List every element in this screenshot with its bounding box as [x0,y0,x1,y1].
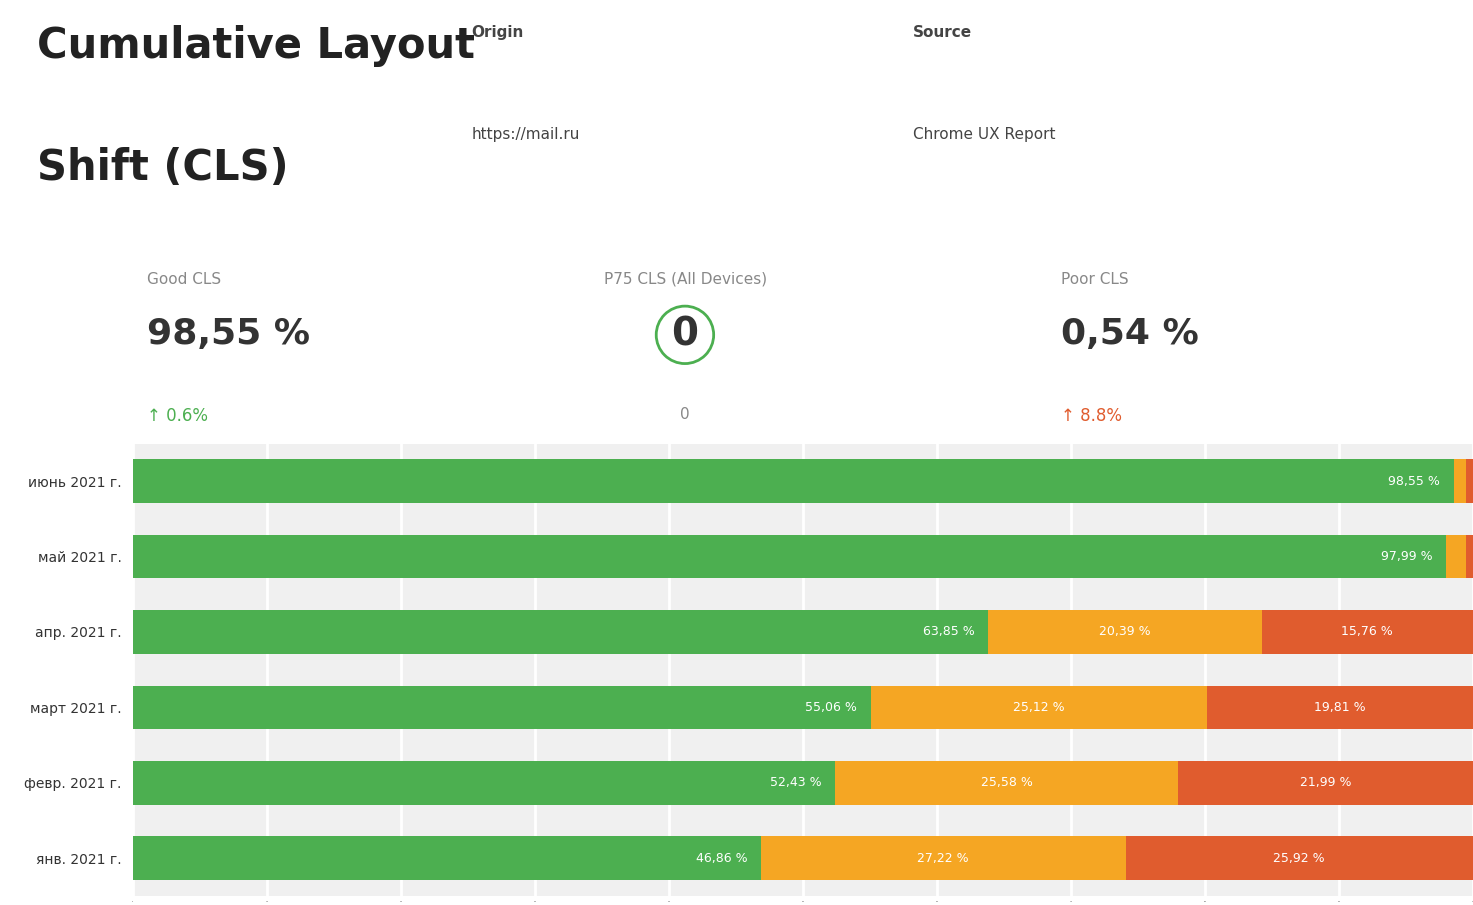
Bar [1466,460,1473,503]
Text: P75 CLS (All Devices): P75 CLS (All Devices) [604,272,767,287]
Text: 27,22 %: 27,22 % [918,852,969,865]
Bar [760,836,1125,880]
Text: Source: Source [913,25,972,41]
Text: Poor CLS: Poor CLS [1061,272,1128,287]
Text: 25,92 %: 25,92 % [1274,852,1326,865]
Bar [133,535,1446,578]
Text: 98,55 %: 98,55 % [147,317,311,351]
Text: 0: 0 [681,407,689,423]
Text: Shift (CLS): Shift (CLS) [37,147,289,189]
Text: 0: 0 [672,316,698,354]
Bar [1125,836,1473,880]
Bar [133,686,871,729]
Bar [133,836,760,880]
Bar [133,761,835,805]
Text: 19,81 %: 19,81 % [1314,700,1365,714]
Bar [1178,761,1473,805]
Bar [988,610,1262,653]
Text: 20,39 %: 20,39 % [1099,625,1150,639]
Text: Good CLS: Good CLS [147,272,221,287]
Bar [1262,610,1473,653]
Text: 21,99 %: 21,99 % [1299,776,1351,789]
Bar [871,686,1208,729]
Text: 25,58 %: 25,58 % [981,776,1033,789]
Text: Cumulative Layout: Cumulative Layout [37,25,474,67]
Text: Chrome UX Report: Chrome UX Report [913,127,1056,142]
Text: 52,43 %: 52,43 % [770,776,822,789]
Text: 46,86 %: 46,86 % [695,852,747,865]
Text: ↑ 0.6%: ↑ 0.6% [147,407,208,425]
Text: 25,12 %: 25,12 % [1013,700,1065,714]
Text: 98,55 %: 98,55 % [1388,474,1441,488]
Text: 0,54 %: 0,54 % [1061,317,1199,351]
Bar [133,460,1454,503]
Text: https://mail.ru: https://mail.ru [471,127,580,142]
Bar [835,761,1178,805]
Bar [1208,686,1473,729]
Text: 55,06 %: 55,06 % [806,700,857,714]
Bar [1446,535,1466,578]
Text: ↑ 8.8%: ↑ 8.8% [1061,407,1121,425]
Text: 63,85 %: 63,85 % [924,625,975,639]
Text: 15,76 %: 15,76 % [1342,625,1393,639]
Bar [1454,460,1466,503]
Text: Origin: Origin [471,25,524,41]
Text: 97,99 %: 97,99 % [1382,550,1433,563]
Bar [133,610,988,653]
Bar [1466,535,1473,578]
